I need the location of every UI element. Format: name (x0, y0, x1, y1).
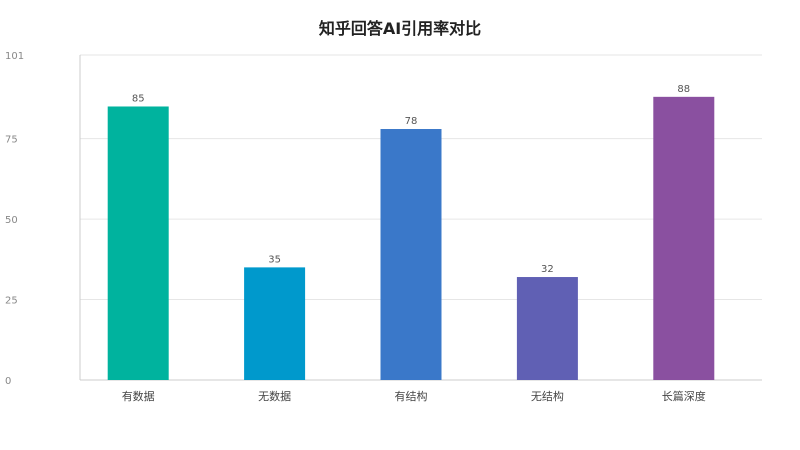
category-label: 无结构 (531, 389, 564, 403)
y-tick-label: 75 (5, 135, 18, 146)
category-label: 有数据 (122, 389, 155, 403)
y-tick-label: 25 (5, 296, 18, 307)
chart-title: 知乎回答AI引用率对比 (318, 19, 482, 38)
y-tick-labels: 0 25 50 75 101 (5, 51, 24, 387)
bar-value-label: 85 (132, 93, 145, 104)
bar[interactable] (653, 96, 715, 381)
category-label: 有结构 (395, 389, 428, 403)
y-tick-label: 50 (5, 215, 18, 226)
y-tick-label: 101 (5, 51, 24, 62)
bar-value-label: 88 (677, 84, 690, 95)
bars (107, 96, 715, 381)
bar-value-label: 35 (268, 254, 281, 265)
category-label: 长篇深度 (662, 389, 706, 403)
bar[interactable] (244, 267, 306, 380)
y-tick-label: 0 (5, 376, 11, 387)
bar[interactable] (516, 277, 578, 380)
bar[interactable] (380, 129, 442, 380)
bar-value-label: 78 (405, 116, 418, 127)
bar[interactable] (107, 106, 169, 381)
data-labels: 85 35 78 32 88 (132, 84, 690, 275)
category-labels: 有数据 无数据 有结构 无结构 长篇深度 (122, 389, 706, 403)
category-label: 无数据 (258, 389, 291, 403)
bar-value-label: 32 (541, 264, 554, 275)
